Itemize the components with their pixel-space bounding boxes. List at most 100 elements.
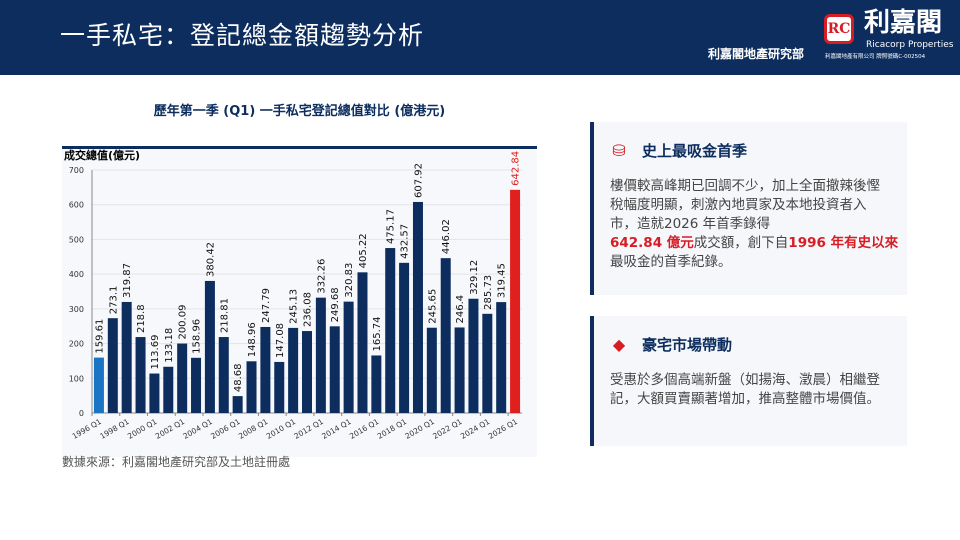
data-label: 113.69 xyxy=(150,335,161,370)
bar-2016-Q1 xyxy=(371,355,382,413)
bar-2023-Q1 xyxy=(468,298,479,413)
x-tick-label: 2010 Q1 xyxy=(265,417,298,441)
data-label: 320.83 xyxy=(344,263,355,298)
data-label: 148.96 xyxy=(247,322,258,357)
x-tick-label: 1996 Q1 xyxy=(71,417,104,441)
data-label: 133.18 xyxy=(164,328,175,363)
panel-luxury-market: ◆ 豪宅市場帶動 受惠於多個高端新盤（如揚海、澂晨）相繼登記，大額買賣顯著增加，推… xyxy=(590,316,907,446)
data-label: 329.12 xyxy=(469,260,480,295)
panel-title: 豪宅市場帶動 xyxy=(642,336,733,354)
data-label: 332.26 xyxy=(316,259,327,294)
data-label: 285.73 xyxy=(483,275,494,310)
y-tick-label: 700 xyxy=(69,166,84,175)
research-dept-label: 利嘉閣地產研究部 xyxy=(708,47,805,61)
chart-container: 成交總值(億元) 0 100 200 300 400 500 600 700 159.61 1996… xyxy=(62,146,537,457)
highlight-since: 1996 年有史以來 xyxy=(788,235,899,251)
y-tick-label: 500 xyxy=(69,235,84,244)
x-tick-label: 2022 Q1 xyxy=(431,417,464,441)
chart-title: 歷年第一季 (Q1) 一手私宅登記總值對比 (億港元) xyxy=(153,104,446,119)
bar-2006-Q1 xyxy=(232,396,243,413)
bar-2019-Q1 xyxy=(412,201,423,413)
data-label: 319.45 xyxy=(497,263,508,298)
bar-1998-Q1 xyxy=(121,301,132,413)
page-title: 一手私宅：登記總金額趨勢分析 xyxy=(60,21,425,50)
panel-body: 樓價較高峰期已回調不少，加上全面撤辣後慳稅幅度明顯，刺激內地買家及本地投資者入市… xyxy=(610,177,898,272)
bar-2005-Q1 xyxy=(218,337,229,413)
data-label: 607.92 xyxy=(413,163,424,198)
data-label: 48.68 xyxy=(233,363,244,392)
x-tick-label: 2014 Q1 xyxy=(320,417,353,441)
bar-2002-Q1 xyxy=(177,343,188,413)
bar-2022-Q1 xyxy=(454,327,465,413)
y-tick-label: 600 xyxy=(69,201,84,210)
panel-text: 成交額，創下自 xyxy=(693,235,789,251)
bar-2011-Q1 xyxy=(302,331,312,413)
y-tick-label: 200 xyxy=(69,340,84,349)
data-label: 218.8 xyxy=(136,304,147,333)
x-tick-label: 2024 Q1 xyxy=(459,417,492,441)
gem-icon: ◆ xyxy=(612,335,626,354)
bar-2012-Q1 xyxy=(315,297,326,413)
bar-2000-Q1 xyxy=(149,373,160,413)
bar-2003-Q1 xyxy=(191,357,202,413)
data-label: 165.74 xyxy=(372,316,383,351)
x-tick-label: 2006 Q1 xyxy=(209,417,242,441)
bar-2015-Q1 xyxy=(357,272,368,413)
bar-2026-Q1 xyxy=(510,189,521,413)
data-label: 147.08 xyxy=(275,323,286,358)
logo-license: 利嘉閣地產有限公司 牌照號碼C-002504 xyxy=(825,54,926,60)
ricacorp-logo-icon: RC xyxy=(824,14,854,44)
x-tick-label: 2004 Q1 xyxy=(182,417,215,441)
panel-title: 史上最吸金首季 xyxy=(642,142,748,160)
data-label: 200.09 xyxy=(178,305,189,340)
bar-2007-Q1 xyxy=(246,361,257,413)
logo-english-name: Ricacorp Properties xyxy=(866,40,954,50)
header-bar: 一手私宅：登記總金額趨勢分析 利嘉閣地產研究部 RC 利嘉閣 Ricacorp … xyxy=(0,0,960,75)
bar-2004-Q1 xyxy=(204,280,215,413)
bar-2020-Q1 xyxy=(426,327,437,413)
data-label: 249.68 xyxy=(330,287,341,322)
x-tick-label: 2020 Q1 xyxy=(403,417,436,441)
data-label: 247.79 xyxy=(261,288,272,323)
data-label: 236.08 xyxy=(303,292,314,327)
bar-1999-Q1 xyxy=(135,337,146,413)
panel-text: 最吸金的首季紀錄。 xyxy=(610,254,732,270)
data-label: 405.22 xyxy=(358,233,369,268)
bar-2001-Q1 xyxy=(163,366,174,413)
data-label: 245.65 xyxy=(427,289,438,324)
data-label: 218.81 xyxy=(219,298,230,333)
x-tick-label: 2016 Q1 xyxy=(348,417,381,441)
bar-1996-Q1 xyxy=(93,357,104,413)
x-tick-label: 2002 Q1 xyxy=(154,417,187,441)
data-label: 159.61 xyxy=(94,319,105,354)
x-tick-label: 2026 Q1 xyxy=(487,417,520,441)
data-label: 446.02 xyxy=(441,219,452,254)
bar-2013-Q1 xyxy=(329,326,340,413)
data-label: 273.1 xyxy=(108,286,119,315)
bar-2014-Q1 xyxy=(343,301,354,413)
data-label: 158.96 xyxy=(192,319,203,354)
panel-body: 受惠於多個高端新盤（如揚海、澂晨）相繼登記，大額買賣顯著增加，推高整體市場價值。 xyxy=(610,372,880,407)
data-label: 642.84 xyxy=(511,151,522,186)
data-label: 319.87 xyxy=(122,263,133,298)
y-tick-label: 100 xyxy=(69,374,84,383)
x-tick-label: 2008 Q1 xyxy=(237,417,270,441)
bar-chart: 成交總值(億元) 0 100 200 300 400 500 600 700 159.61 1996… xyxy=(64,148,522,441)
data-label: 432.57 xyxy=(400,224,411,259)
y-axis-title: 成交總值(億元) xyxy=(64,149,140,162)
bar-2017-Q1 xyxy=(385,248,396,413)
y-tick-label: 400 xyxy=(69,270,84,279)
data-source: 數據來源：利嘉閣地產研究部及土地註冊處 xyxy=(62,455,291,469)
bar-2024-Q1 xyxy=(482,313,493,413)
bar-2009-Q1 xyxy=(274,361,285,413)
data-label: 475.17 xyxy=(386,209,397,244)
data-label: 245.13 xyxy=(289,289,300,324)
bar-2008-Q1 xyxy=(260,326,271,413)
y-tick-label: 300 xyxy=(69,305,84,314)
x-tick-label: 2018 Q1 xyxy=(376,417,409,441)
panel-record-quarter: ⛁ 史上最吸金首季 樓價較高峰期已回調不少，加上全面撤辣後慳稅幅度明顯，刺激內地買… xyxy=(590,122,907,295)
panel-text: 樓價較高峰期已回調不少，加上全面撤辣後慳稅幅度明顯，刺激內地買家及本地投資者入市… xyxy=(610,178,880,232)
highlight-amount: 642.84 億元 xyxy=(610,235,694,251)
data-label: 380.42 xyxy=(205,242,216,277)
bar-2025-Q1 xyxy=(496,302,507,413)
